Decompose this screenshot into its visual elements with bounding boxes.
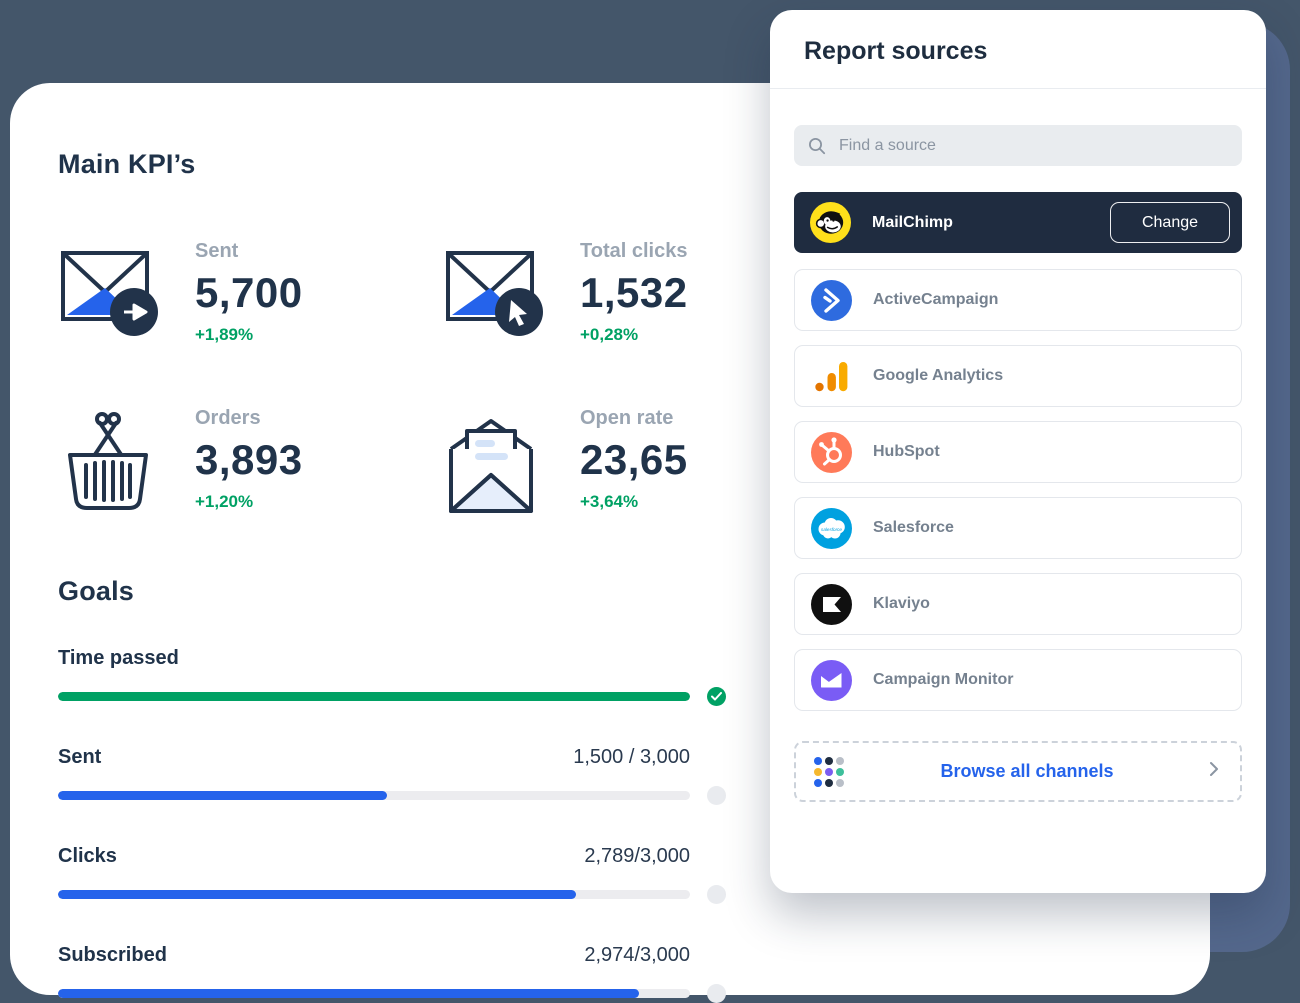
klaviyo-icon xyxy=(811,583,852,625)
selected-source-name: MailChimp xyxy=(872,213,953,231)
envelope-click-icon xyxy=(443,240,580,345)
goal-progress-track xyxy=(58,890,690,899)
goal-label: Sent xyxy=(58,746,102,768)
source-row[interactable]: Google Analytics xyxy=(794,345,1242,407)
goals-list: Time passed Sent 1,500 / 3,000 Clicks 2,… xyxy=(58,647,742,1003)
mailchimp-icon xyxy=(810,202,851,243)
goal-progress-track xyxy=(58,989,690,998)
goal-row: Clicks 2,789/3,000 xyxy=(58,845,742,904)
goals-section-title: Goals xyxy=(58,576,135,606)
kpi-card: Total clicks 1,532 +0,28% xyxy=(443,240,758,345)
goal-label: Clicks xyxy=(58,845,117,867)
change-source-button[interactable]: Change xyxy=(1110,202,1230,243)
source-row[interactable]: Klaviyo xyxy=(794,573,1242,635)
source-name: Salesforce xyxy=(873,519,954,536)
goal-progress-fill xyxy=(58,791,387,800)
goal-value: 1,500 / 3,000 xyxy=(573,746,690,768)
report-sources-header: Report sources xyxy=(770,10,1266,88)
channels-grid-icon xyxy=(812,755,846,789)
goal-value: 2,974/3,000 xyxy=(584,944,690,966)
goal-label: Subscribed xyxy=(58,944,167,966)
hubspot-icon xyxy=(811,431,852,473)
kpi-label: Sent xyxy=(195,240,239,262)
search-input[interactable] xyxy=(839,136,1228,155)
chevron-right-icon xyxy=(1208,760,1220,783)
goal-progress-track xyxy=(58,692,690,701)
kpi-value: 1,532 xyxy=(580,269,688,316)
goal-row: Time passed xyxy=(58,647,742,706)
source-name: HubSpot xyxy=(873,443,940,460)
campaign-monitor-icon xyxy=(811,659,852,701)
kpi-card: Open rate 23,65 +3,64% xyxy=(443,407,758,513)
goal-progress-fill xyxy=(58,890,577,899)
kpi-card: Orders 3,893 +1,20% xyxy=(58,407,443,512)
goal-label: Time passed xyxy=(58,647,179,669)
kpi-value: 23,65 xyxy=(580,436,688,483)
header-divider xyxy=(770,88,1266,89)
source-row[interactable]: salesforce Salesforce xyxy=(794,497,1242,559)
source-name: ActiveCampaign xyxy=(873,291,999,308)
envelope-open-icon xyxy=(443,407,580,513)
kpi-delta: +1,89% xyxy=(195,325,254,344)
report-sources-panel: Report sources MailChim xyxy=(770,10,1266,893)
kpi-text: Open rate 23,65 +3,64% xyxy=(580,407,688,512)
goal-complete-check-icon xyxy=(707,687,726,706)
svg-text:salesforce: salesforce xyxy=(821,527,842,532)
source-name: Klaviyo xyxy=(873,595,930,612)
source-row[interactable]: ActiveCampaign xyxy=(794,269,1242,331)
kpi-card: Sent 5,700 +1,89% xyxy=(58,240,443,345)
source-name: Campaign Monitor xyxy=(873,671,1014,688)
salesforce-icon: salesforce xyxy=(811,507,852,549)
kpi-label: Total clicks xyxy=(580,240,688,262)
goal-pending-dot xyxy=(707,786,726,805)
kpi-grid: Sent 5,700 +1,89% Total clicks 1,532 +0,… xyxy=(58,240,758,513)
goal-pending-dot xyxy=(707,984,726,1003)
goal-progress-fill xyxy=(58,692,690,701)
source-search[interactable] xyxy=(794,125,1242,166)
goal-value: 2,789/3,000 xyxy=(584,845,690,867)
kpi-text: Total clicks 1,532 +0,28% xyxy=(580,240,688,345)
activecampaign-icon xyxy=(811,279,852,321)
kpi-value: 3,893 xyxy=(195,436,303,483)
source-list: ActiveCampaign Google Analytics HubSpot … xyxy=(794,269,1242,711)
kpi-label: Open rate xyxy=(580,407,674,429)
envelope-sent-icon xyxy=(58,240,195,345)
goal-pending-dot xyxy=(707,885,726,904)
selected-source-row[interactable]: MailChimp Change xyxy=(794,192,1242,253)
kpi-text: Sent 5,700 +1,89% xyxy=(195,240,303,345)
kpi-text: Orders 3,893 +1,20% xyxy=(195,407,303,512)
goal-row: Sent 1,500 / 3,000 xyxy=(58,746,742,805)
source-row[interactable]: Campaign Monitor xyxy=(794,649,1242,711)
google-analytics-icon xyxy=(811,356,852,397)
goal-progress-track xyxy=(58,791,690,800)
kpi-label: Orders xyxy=(195,407,261,429)
source-name: Google Analytics xyxy=(873,367,1004,384)
browse-all-channels-button[interactable]: Browse all channels xyxy=(794,741,1242,802)
kpi-delta: +3,64% xyxy=(580,492,639,511)
search-icon xyxy=(809,137,826,154)
basket-icon xyxy=(58,407,195,512)
kpi-delta: +0,28% xyxy=(580,325,639,344)
kpi-delta: +1,20% xyxy=(195,492,254,511)
goal-progress-fill xyxy=(58,989,640,998)
kpi-value: 5,700 xyxy=(195,269,303,316)
report-sources-title: Report sources xyxy=(804,37,988,65)
source-row[interactable]: HubSpot xyxy=(794,421,1242,483)
goal-row: Subscribed 2,974/3,000 xyxy=(58,944,742,1003)
browse-all-channels-label: Browse all channels xyxy=(940,761,1114,781)
kpi-section-title: Main KPI’s xyxy=(58,149,196,179)
